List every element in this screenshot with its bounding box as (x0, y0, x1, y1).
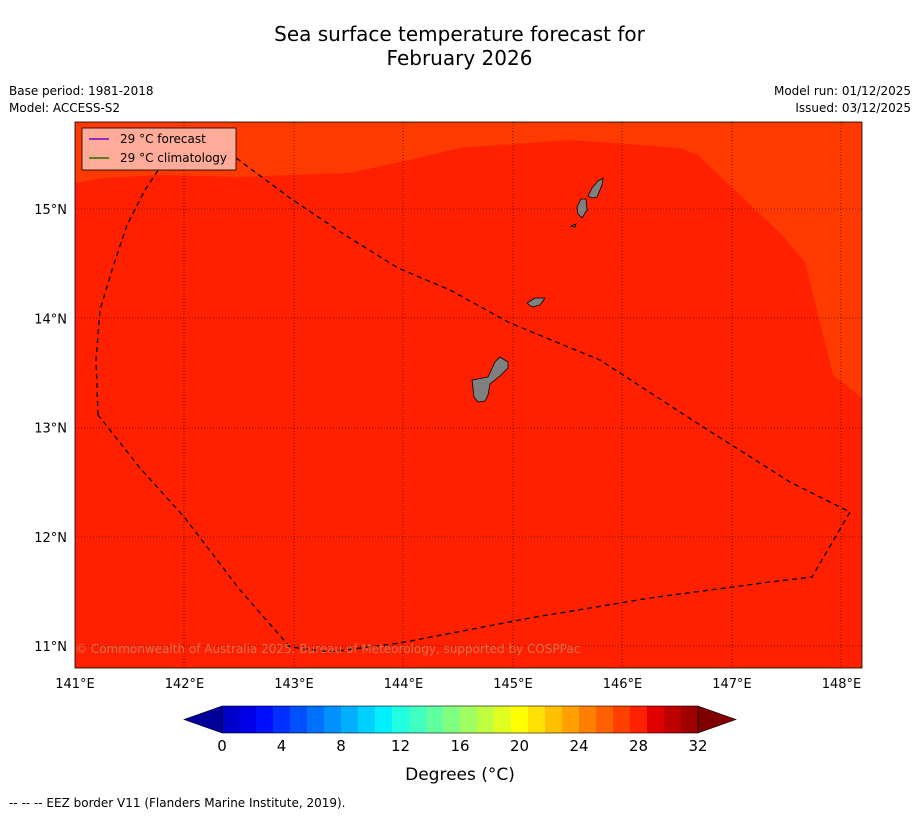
colorbar-tick-label: 12 (391, 737, 410, 755)
islands (471, 177, 604, 403)
colorbar-tick-label: 28 (629, 737, 648, 755)
colorbar-segment (443, 706, 461, 733)
copyright-notice: © Commonwealth of Australia 2025, Bureau… (75, 642, 580, 656)
colorbar-segment (426, 706, 444, 733)
colorbar-min-extension (183, 705, 223, 734)
colorbar-segment (477, 706, 495, 733)
colorbar-segment (222, 706, 240, 733)
lon-tick-label: 142°E (165, 677, 205, 692)
issued-date: Issued: 03/12/2025 (795, 101, 911, 115)
colorbar-segment (511, 706, 529, 733)
colorbar-segment (358, 706, 376, 733)
colorbar-segment (647, 706, 665, 733)
lon-tick-label: 147°E (712, 677, 752, 692)
lon-tick-label: 145°E (493, 677, 533, 692)
colorbar-segment (409, 706, 427, 733)
model-name: Model: ACCESS-S2 (9, 101, 121, 115)
latitude-axis: 15°N 14°N 13°N 12°N 11°N (34, 203, 67, 655)
lon-tick-label: 146°E (603, 677, 643, 692)
colorbar-segment (494, 706, 512, 733)
colorbar-segment (256, 706, 274, 733)
legend: 29 °C forecast 29 °C climatology (81, 127, 237, 171)
sst-field-main (75, 122, 862, 668)
eez-footnote: -- -- -- EEZ border V11 (Flanders Marine… (9, 796, 346, 810)
meta-right: Model run: 01/12/2025 Issued: 03/12/2025 (774, 83, 911, 117)
colorbar-tick-label: 8 (336, 737, 346, 755)
guam-island (471, 356, 509, 403)
colorbar-segment (664, 706, 682, 733)
rota-island (526, 297, 546, 308)
lon-tick-label: 148°E (822, 677, 862, 692)
colorbar-tick-label: 20 (510, 737, 529, 755)
model-run: Model run: 01/12/2025 (773, 84, 911, 98)
lat-tick-label: 12°N (34, 531, 67, 546)
base-period: Base period: 1981-2018 (9, 84, 154, 98)
map-frame (74, 121, 863, 669)
legend-forecast-label: 29 °C forecast (120, 132, 206, 146)
colorbar-segment (545, 706, 563, 733)
colorbar (183, 705, 737, 734)
graticule (75, 122, 862, 668)
colorbar-frame (221, 705, 699, 734)
colorbar-tick-label: 4 (277, 737, 287, 755)
colorbar-segment (681, 706, 699, 733)
colorbar-tick-label: 0 (217, 737, 227, 755)
colorbar-tick-label: 16 (450, 737, 469, 755)
tinian-island (576, 198, 588, 219)
colorbar-segment (375, 706, 393, 733)
colorbar-segment (290, 706, 308, 733)
title-line-2: February 2026 (386, 46, 533, 70)
colorbar-segment (392, 706, 410, 733)
colorbar-segment (630, 706, 648, 733)
colorbar-segment (562, 706, 580, 733)
colorbar-tick-label: 32 (688, 737, 707, 755)
colorbar-max-extension (697, 705, 737, 734)
lon-tick-label: 143°E (274, 677, 314, 692)
lat-tick-label: 14°N (34, 312, 67, 327)
lat-tick-label: 11°N (34, 640, 67, 655)
legend-box (81, 127, 237, 171)
lon-tick-label: 144°E (384, 677, 424, 692)
lat-tick-label: 13°N (34, 422, 67, 437)
colorbar-segment (460, 706, 478, 733)
title-line-1: Sea surface temperature forecast for (274, 22, 645, 46)
colorbar-tick-label: 24 (569, 737, 588, 755)
colorbar-segment (579, 706, 597, 733)
longitude-axis: 141°E 142°E 143°E 144°E 145°E 146°E 147°E 148°E (55, 677, 861, 692)
colorbar-segment (324, 706, 342, 733)
colorbar-segment (239, 706, 257, 733)
colorbar-segment (341, 706, 359, 733)
legend-climatology-label: 29 °C climatology (120, 151, 227, 165)
colorbar-segment (528, 706, 546, 733)
colorbar-ticks: 0 4 8 12 16 20 24 28 32 (217, 737, 707, 755)
lat-tick-label: 15°N (34, 203, 67, 218)
meta-left: Base period: 1981-2018 Model: ACCESS-S2 (9, 83, 154, 117)
colorbar-label: Degrees (°C) (405, 765, 515, 785)
colorbar-segment (613, 706, 631, 733)
lon-tick-label: 141°E (55, 677, 95, 692)
aguijan-islet (569, 223, 577, 228)
chart-title: Sea surface temperature forecast for Feb… (0, 22, 919, 70)
saipan-island (587, 177, 604, 199)
colorbar-segment (596, 706, 614, 733)
colorbar-segment (307, 706, 325, 733)
eez-border (95, 144, 851, 653)
colorbar-segment (273, 706, 291, 733)
